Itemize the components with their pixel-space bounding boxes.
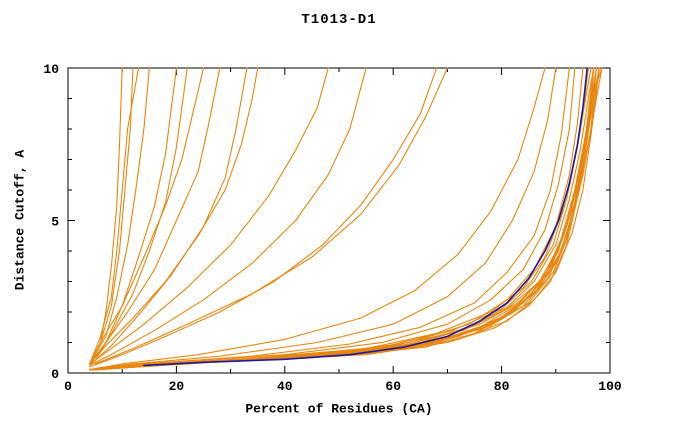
prediction-curve bbox=[89, 67, 221, 365]
y-tick-label: 5 bbox=[51, 215, 59, 230]
prediction-curve bbox=[89, 67, 597, 371]
prediction-curve bbox=[89, 67, 248, 366]
prediction-curve bbox=[94, 67, 595, 370]
chart-title: T1013-D1 bbox=[301, 12, 377, 28]
prediction-curve bbox=[89, 67, 134, 365]
prediction-curve bbox=[94, 67, 592, 371]
prediction-curve bbox=[89, 67, 438, 368]
x-tick-label: 40 bbox=[277, 379, 293, 394]
prediction-curve bbox=[89, 67, 150, 365]
x-axis-label: Percent of Residues (CA) bbox=[245, 401, 433, 417]
prediction-curve bbox=[89, 67, 140, 365]
prediction-curve bbox=[89, 67, 570, 370]
prediction-curve bbox=[94, 67, 188, 362]
prediction-curve bbox=[89, 67, 205, 365]
prediction-curve bbox=[89, 67, 367, 366]
y-tick-label: 0 bbox=[51, 367, 59, 382]
prediction-curve bbox=[94, 67, 595, 371]
prediction-curve bbox=[89, 67, 177, 365]
prediction-curve bbox=[99, 67, 600, 369]
highlighted-curve bbox=[143, 67, 589, 367]
prediction-curve bbox=[89, 67, 595, 371]
prediction-curve bbox=[89, 67, 546, 371]
prediction-curve bbox=[94, 67, 595, 371]
prediction-curve bbox=[99, 67, 603, 369]
prediction-curve bbox=[89, 67, 597, 371]
x-tick-label: 20 bbox=[169, 379, 185, 394]
prediction-curve bbox=[94, 67, 448, 365]
prediction-curve bbox=[89, 67, 597, 371]
prediction-curve bbox=[89, 67, 603, 371]
prediction-curve bbox=[89, 67, 329, 365]
plot-frame bbox=[67, 67, 611, 374]
x-tick-label: 80 bbox=[494, 379, 510, 394]
prediction-curve bbox=[94, 67, 557, 369]
prediction-curve bbox=[99, 67, 600, 369]
x-tick-label: 100 bbox=[598, 379, 622, 394]
prediction-curve bbox=[89, 67, 259, 365]
prediction-curve bbox=[89, 67, 123, 365]
prediction-curve bbox=[89, 67, 600, 371]
y-tick-label: 10 bbox=[43, 62, 59, 77]
x-tick-label: 60 bbox=[385, 379, 401, 394]
x-tick-label: 0 bbox=[64, 379, 72, 394]
